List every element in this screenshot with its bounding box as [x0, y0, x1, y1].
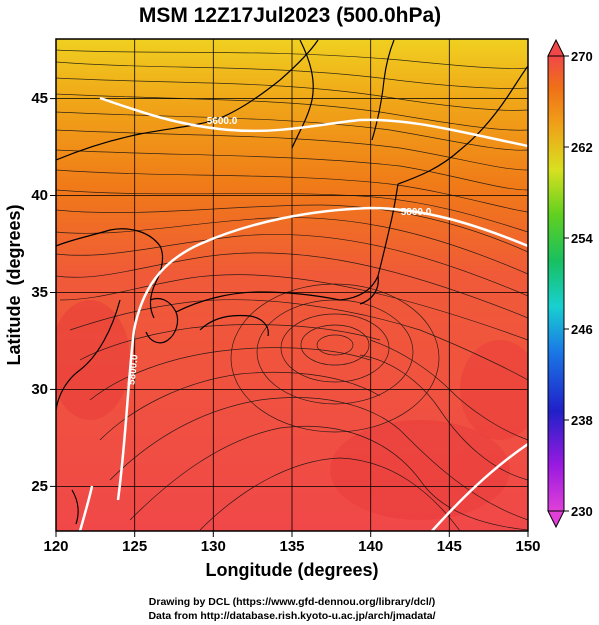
x-tick-label: 135 — [279, 538, 304, 555]
x-tick-label: 125 — [122, 538, 147, 555]
y-axis-label: Latitude (degrees) — [4, 204, 24, 365]
x-tick-label: 145 — [437, 538, 462, 555]
warm-patch — [460, 340, 528, 440]
colorbar-top-arrow — [547, 38, 565, 57]
x-tick-label: 120 — [43, 538, 68, 555]
y-tick-labels: 25 30 35 40 45 — [31, 90, 48, 495]
colorbar-gradient — [547, 55, 565, 512]
contour-5600 — [99, 96, 528, 148]
x-tick-label: 130 — [201, 538, 226, 555]
colorbar-tick-label: 230 — [571, 504, 593, 519]
contour-label-5600: 5600.0 — [207, 116, 238, 127]
height-contours — [78, 96, 528, 531]
y-tick-label: 45 — [31, 90, 48, 107]
contour-label-5800-vertical: 5800.0 — [126, 354, 140, 386]
y-tick-label: 35 — [31, 284, 48, 301]
x-tick-labels: 120 125 130 135 140 145 150 — [43, 538, 540, 555]
colorbar: 270 262 254 246 238 230 — [547, 38, 593, 529]
x-tick-label: 140 — [358, 538, 383, 555]
contour-5900b — [431, 442, 528, 531]
map-plot: 5600.0 5800.0 5800.0 — [56, 39, 528, 531]
warm-patch — [56, 300, 130, 420]
y-tick-label: 25 — [31, 478, 48, 495]
x-axis-label: Longitude (degrees) — [205, 560, 378, 580]
axis-ticks — [50, 98, 529, 537]
colorbar-bottom-arrow — [547, 510, 565, 529]
credit-data: Data from http://database.rish.kyoto-u.a… — [148, 610, 435, 622]
coastlines — [56, 39, 528, 525]
x-tick-label: 150 — [515, 538, 540, 555]
colorbar-tick-label: 238 — [571, 413, 593, 428]
colorbar-tick-label: 270 — [571, 49, 593, 64]
contour-5800 — [116, 206, 528, 501]
contour-5900 — [78, 485, 94, 531]
colorbar-tick-label: 262 — [571, 140, 593, 155]
y-tick-label: 30 — [31, 381, 48, 398]
colorbar-tick-label: 246 — [571, 322, 593, 337]
chart-title: MSM 12Z17Jul2023 (500.0hPa) — [139, 4, 441, 27]
y-tick-label: 40 — [31, 187, 48, 204]
contour-label-5800: 5800.0 — [401, 207, 432, 218]
credit-drawing: Drawing by DCL (https://www.gfd-dennou.o… — [149, 596, 435, 608]
colorbar-tick-label: 254 — [571, 231, 593, 246]
